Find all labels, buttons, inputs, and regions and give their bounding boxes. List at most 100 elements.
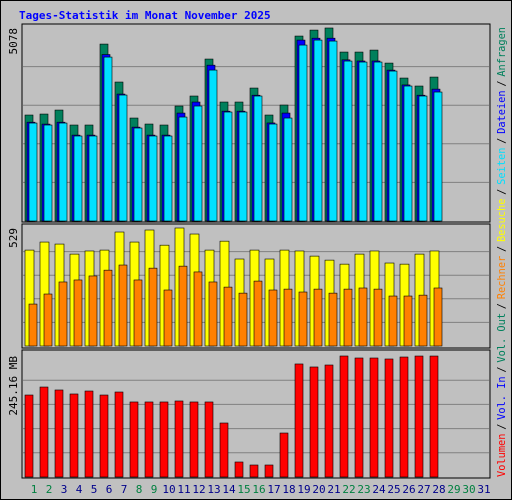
bar [189, 401, 199, 478]
legend-separator: / [495, 246, 508, 252]
bar [43, 124, 53, 222]
bar [163, 135, 173, 222]
legend-entry: Seiten [495, 148, 508, 185]
legend-entry: Vol. Out [495, 313, 508, 363]
bar [43, 293, 53, 347]
x-tick-label: 5 [91, 483, 98, 496]
x-tick-label: 24 [372, 483, 386, 496]
x-tick-label: 10 [162, 483, 175, 496]
bar [298, 44, 308, 222]
x-tick-label: 15 [237, 483, 250, 496]
x-tick-label: 31 [477, 483, 490, 496]
bar [73, 135, 83, 222]
bar [369, 357, 379, 478]
bar [418, 95, 428, 222]
x-tick-label: 14 [222, 483, 236, 496]
x-tick-label: 3 [61, 483, 68, 496]
bar [133, 127, 143, 222]
legend-separator: / [495, 80, 508, 86]
bar [343, 288, 353, 347]
legend-entry: Rechner [495, 255, 508, 299]
legend-entry: Volumen [495, 434, 508, 477]
bar [358, 287, 368, 347]
bar [28, 303, 38, 347]
bar [384, 358, 394, 478]
bar [253, 95, 263, 222]
bar [433, 287, 443, 347]
bar [309, 366, 319, 478]
bar [24, 394, 34, 478]
bar [268, 123, 278, 222]
bar [144, 401, 154, 478]
legend: Volumen / Vol. In / Vol. Out / Rechner / Besuche… [495, 27, 508, 477]
bar [418, 294, 428, 347]
bar [253, 280, 263, 347]
x-tick-label: 20 [312, 483, 325, 496]
bar [103, 269, 113, 347]
bar [58, 281, 68, 347]
bar [313, 288, 323, 347]
bar [204, 401, 214, 478]
bar [388, 70, 398, 222]
bar [84, 390, 94, 478]
x-tick-label: 16 [252, 483, 265, 496]
bar [178, 265, 188, 347]
bar [39, 386, 49, 478]
chart-title: Tages-Statistik im Monat November 2025 [19, 9, 271, 22]
bar [103, 56, 113, 222]
x-tick-label: 12 [192, 483, 205, 496]
x-tick-label: 17 [267, 483, 280, 496]
x-tick-label: 18 [282, 483, 295, 496]
legend-entry: Dateien [495, 90, 508, 133]
bar [129, 401, 139, 478]
y-tick-label: 529 [7, 228, 20, 248]
x-tick-label: 9 [151, 483, 158, 496]
bar [88, 135, 98, 222]
bar [99, 394, 109, 478]
bar [339, 355, 349, 478]
bar [399, 356, 409, 478]
legend-separator: / [495, 366, 508, 372]
bar [414, 355, 424, 478]
x-tick-label: 6 [106, 483, 113, 496]
x-tick-label: 26 [402, 483, 415, 496]
bar [429, 355, 439, 478]
bar [118, 264, 128, 347]
legend-separator: / [495, 424, 508, 430]
bar [223, 286, 233, 347]
x-tick-label: 19 [297, 483, 310, 496]
bar [208, 69, 218, 222]
bar [403, 295, 413, 347]
bar [148, 135, 158, 222]
x-tick-label: 1 [31, 483, 38, 496]
bar [358, 61, 368, 222]
bar [193, 105, 203, 222]
bar [208, 281, 218, 347]
legend-entry: Anfragen [495, 27, 508, 77]
bar [238, 292, 248, 347]
x-tick-label: 30 [462, 483, 475, 496]
bar [133, 279, 143, 347]
legend-separator: / [495, 138, 508, 144]
bar [234, 461, 244, 478]
bar [268, 289, 278, 347]
legend-separator: / [495, 303, 508, 309]
bar [388, 295, 398, 347]
x-tick-label: 29 [447, 483, 460, 496]
bar [148, 267, 158, 347]
x-tick-label: 11 [177, 483, 190, 496]
x-tick-label: 13 [207, 483, 220, 496]
y-tick-label: 5078 [7, 28, 20, 55]
x-tick-label: 4 [76, 483, 83, 496]
x-tick-label: 23 [357, 483, 370, 496]
bar [328, 292, 338, 347]
bar [298, 291, 308, 347]
bar [328, 40, 338, 222]
bar [193, 271, 203, 347]
legend-separator: / [495, 189, 508, 195]
x-tick-label: 21 [327, 483, 340, 496]
x-tick-label: 25 [387, 483, 400, 496]
bar [283, 288, 293, 347]
bar [28, 122, 38, 222]
